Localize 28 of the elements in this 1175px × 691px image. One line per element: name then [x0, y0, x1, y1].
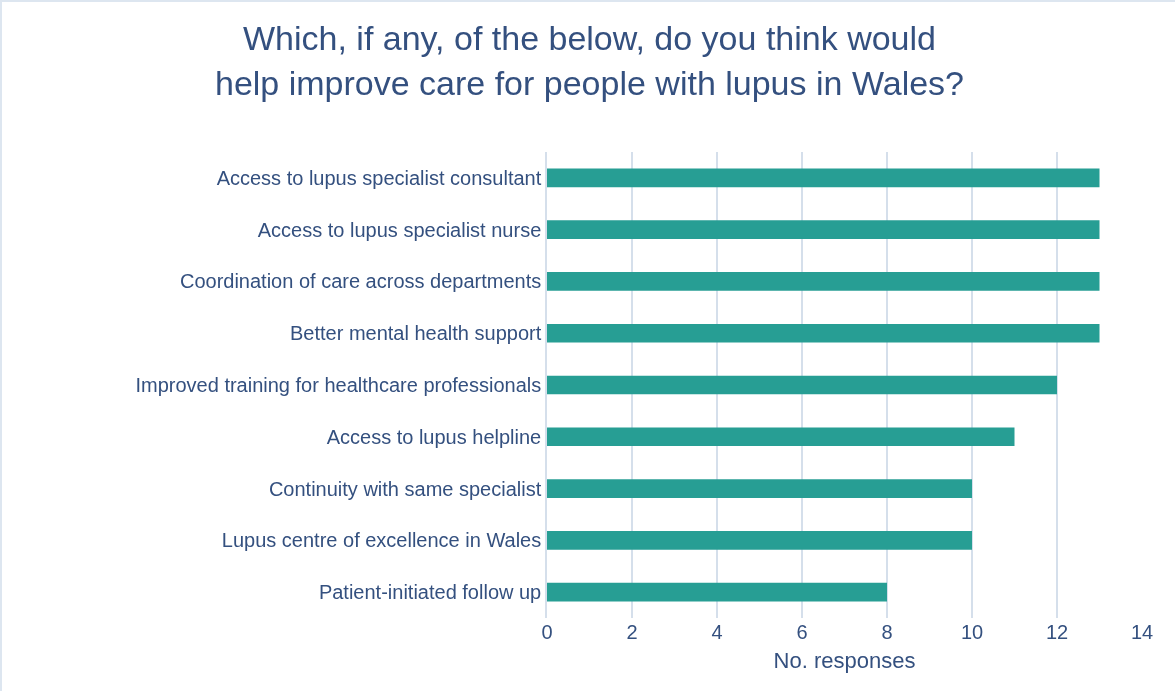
y-tick-label: Coordination of care across departments: [179, 270, 542, 293]
bar: [547, 272, 1100, 291]
x-tick-label: 6: [796, 621, 808, 643]
y-tick-label: Improved training for healthcare professionals: [135, 374, 542, 396]
bar: [547, 220, 1100, 239]
y-tick-label: Patient-initiated follow up: [318, 581, 542, 604]
bar: [547, 323, 1100, 343]
bar: [547, 531, 972, 550]
bar: [547, 582, 887, 602]
y-tick-label: Better mental health support: [289, 322, 542, 345]
y-tick-label: Lupus centre of excellence in Wales: [221, 529, 542, 552]
x-axis-title: No. responses: [773, 647, 916, 673]
bar: [547, 427, 1015, 447]
bar: [547, 479, 972, 498]
x-tick-label: 0: [541, 621, 553, 643]
x-tick-label: 4: [711, 621, 723, 643]
x-tick-label: 8: [881, 621, 893, 643]
bar: [547, 375, 1057, 395]
x-tick-label: 14: [1130, 621, 1154, 643]
x-tick-label: 10: [960, 621, 984, 643]
x-tick-label: 12: [1045, 621, 1069, 643]
y-tick-label: Access to lupus helpline: [326, 425, 542, 448]
chart-title: Which, if any, of the below, do you think would help improve care for people with lupus in Wales?: [214, 19, 965, 102]
x-tick-label: 2: [626, 621, 638, 643]
y-tick-label: Access to lupus specialist consultant: [216, 166, 542, 189]
bar: [547, 168, 1100, 188]
y-tick-label: Access to lupus specialist nurse: [257, 218, 542, 241]
y-tick-label: Continuity with same specialist: [268, 477, 542, 500]
